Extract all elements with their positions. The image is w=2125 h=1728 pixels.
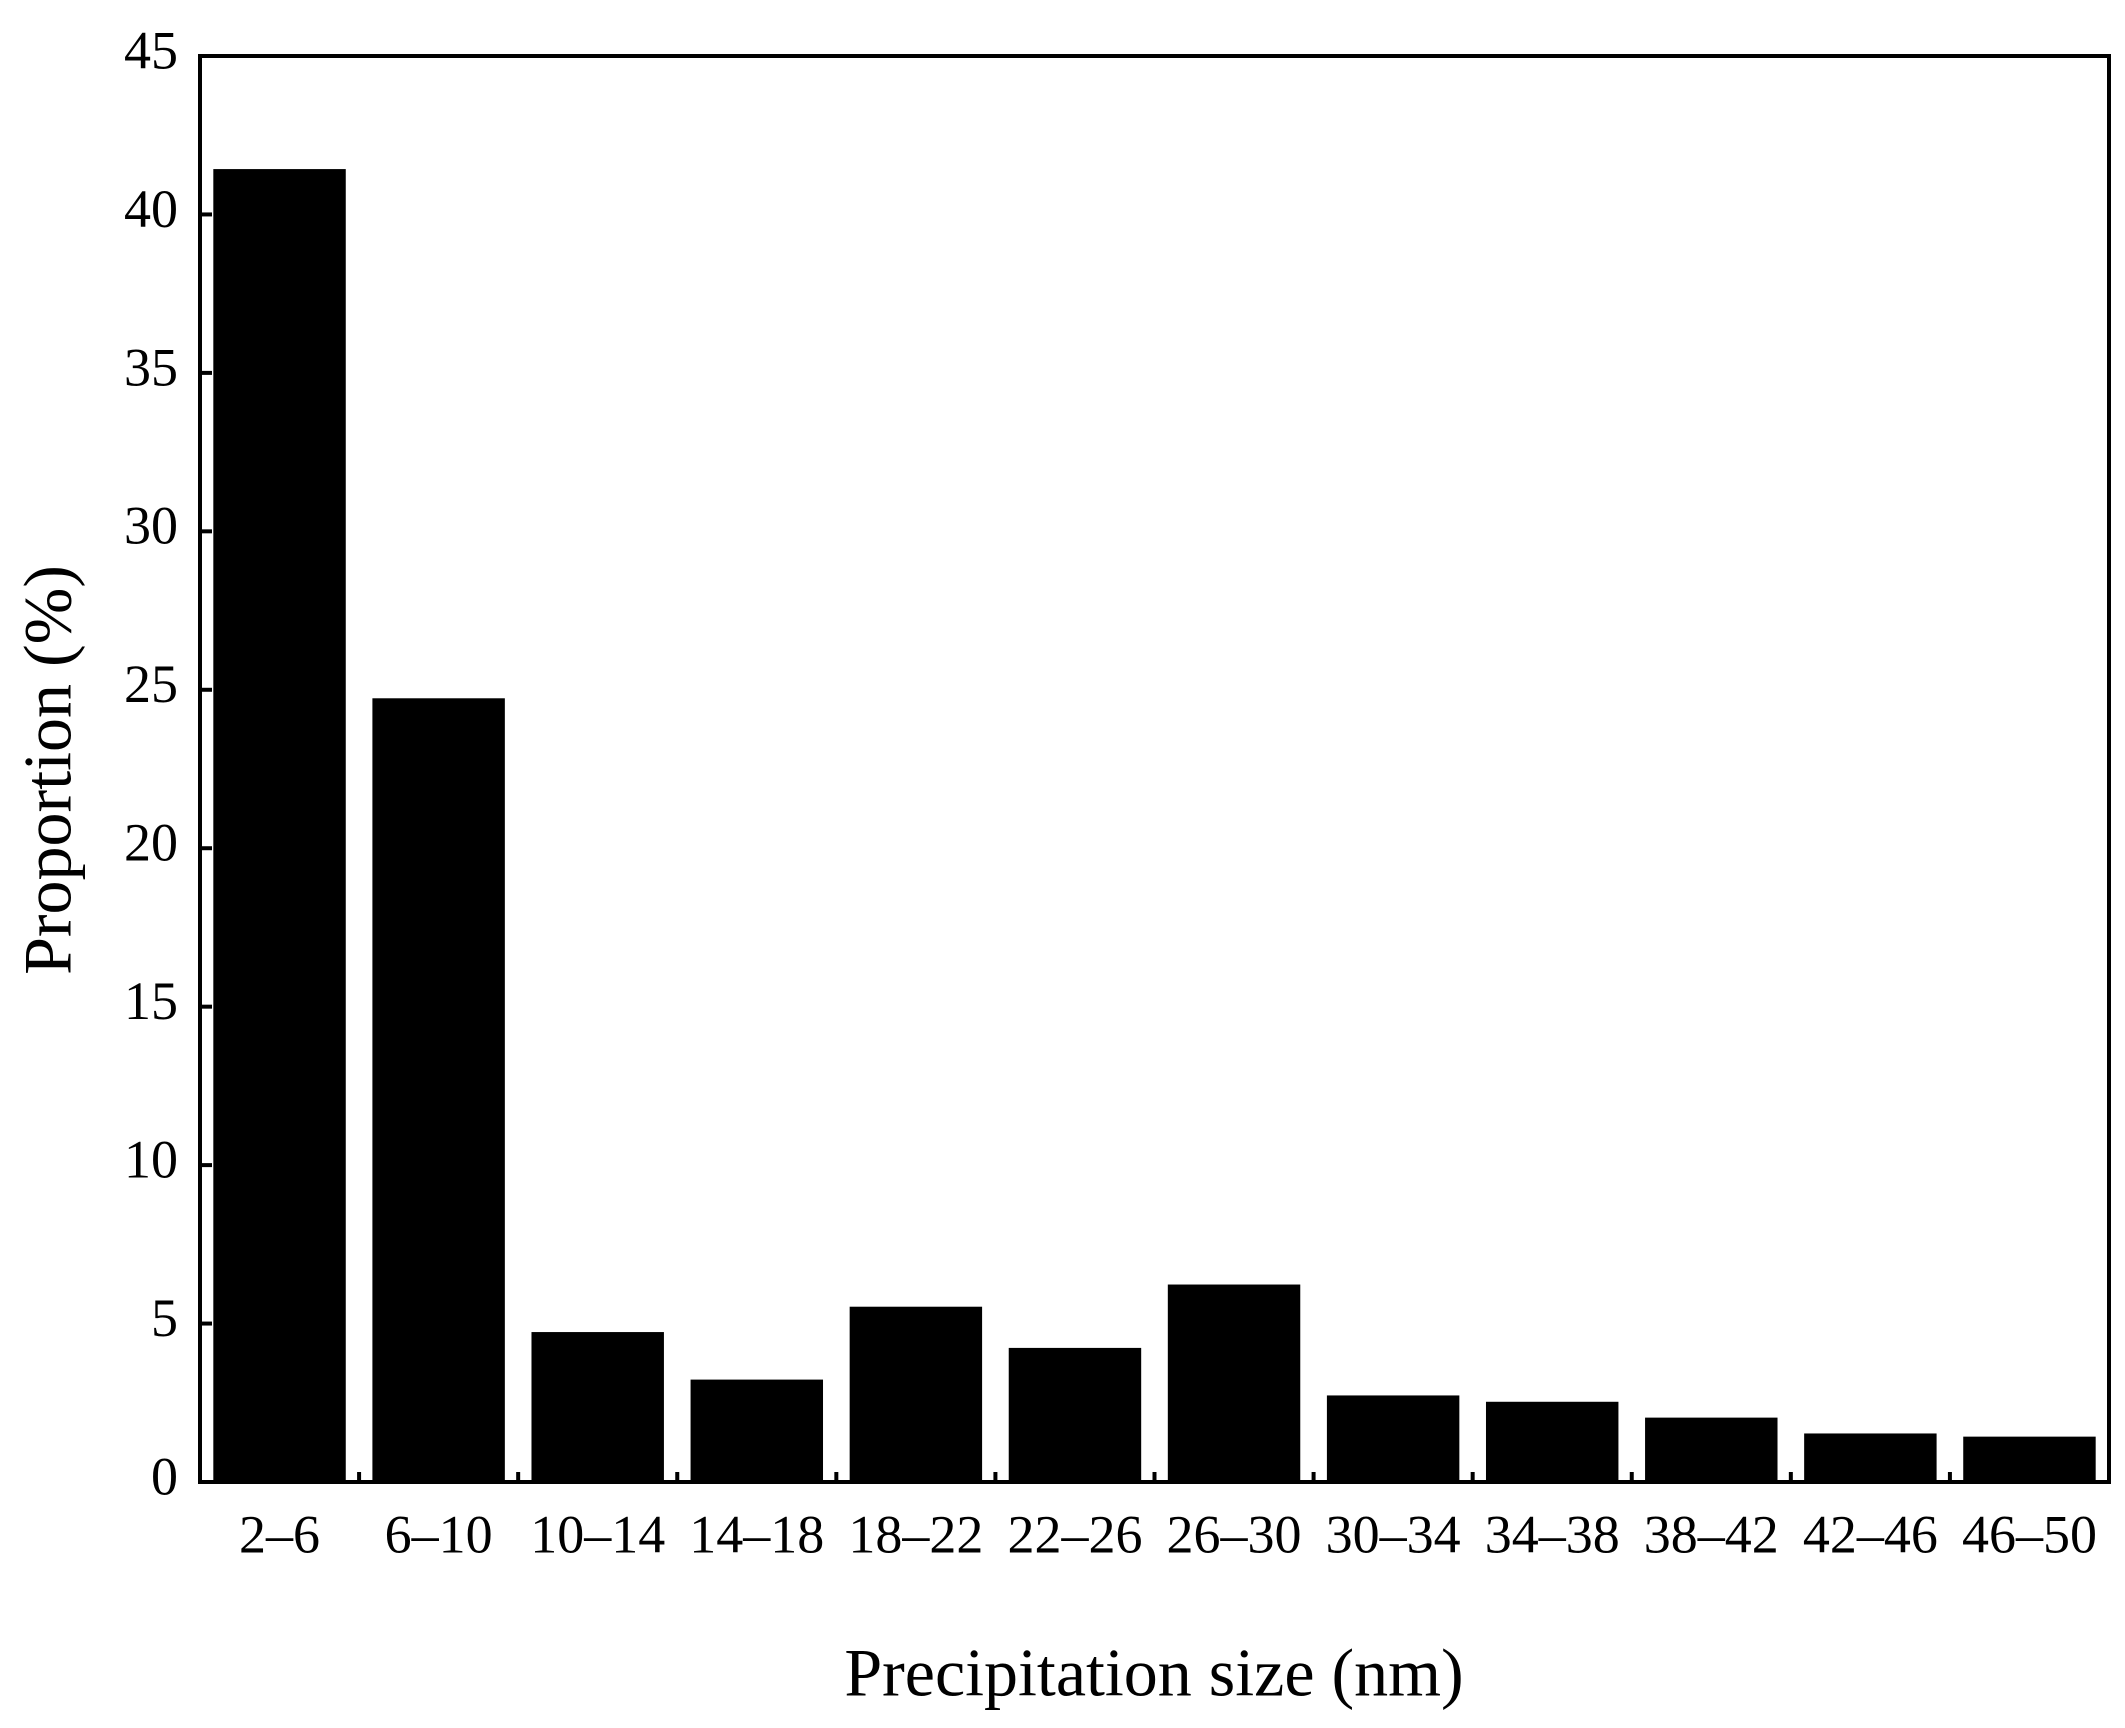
y-axis-title: Proportion (%)	[10, 565, 86, 975]
x-tick-label: 38–42	[1644, 1504, 1779, 1564]
bar	[531, 1332, 664, 1484]
bar	[690, 1379, 824, 1484]
y-tick-label: 10	[124, 1130, 178, 1190]
y-tick-label: 35	[124, 337, 178, 397]
y-tick-label: 40	[124, 179, 178, 239]
bar	[849, 1306, 983, 1483]
y-tick-label: 25	[124, 654, 178, 714]
y-tick-label: 0	[151, 1446, 178, 1506]
bar	[1326, 1395, 1460, 1483]
y-tick-label: 20	[124, 813, 178, 873]
bar	[1008, 1347, 1142, 1483]
x-axis-title: Precipitation size (nm)	[844, 1635, 1463, 1711]
x-tick-label: 10–14	[530, 1504, 665, 1564]
bar	[213, 169, 346, 1484]
bar	[1645, 1417, 1778, 1483]
bar	[372, 698, 505, 1483]
bar	[1804, 1433, 1937, 1484]
x-tick-label: 14–18	[689, 1504, 824, 1564]
y-tick-label: 30	[124, 496, 178, 556]
y-tick-label: 45	[124, 20, 178, 80]
x-tick-label: 30–34	[1326, 1504, 1461, 1564]
x-tick-label: 42–46	[1803, 1504, 1938, 1564]
bar	[1963, 1436, 2096, 1483]
x-tick-label: 18–22	[848, 1504, 983, 1564]
x-tick-label: 46–50	[1962, 1504, 2097, 1564]
bar	[1485, 1401, 1619, 1484]
x-tick-label: 2–6	[239, 1504, 320, 1564]
y-tick-label: 5	[151, 1288, 178, 1348]
x-tick-label: 6–10	[385, 1504, 493, 1564]
x-tick-label: 26–30	[1167, 1504, 1302, 1564]
y-tick-label: 15	[124, 971, 178, 1031]
x-tick-label: 34–38	[1485, 1504, 1620, 1564]
x-tick-label: 22–26	[1007, 1504, 1142, 1564]
bar	[1167, 1284, 1301, 1484]
